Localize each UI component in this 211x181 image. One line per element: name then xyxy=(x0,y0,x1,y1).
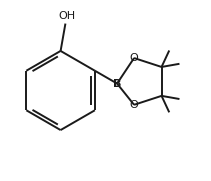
Text: B: B xyxy=(113,79,121,89)
Text: OH: OH xyxy=(58,11,75,21)
Text: O: O xyxy=(130,100,138,110)
Text: O: O xyxy=(130,53,138,63)
